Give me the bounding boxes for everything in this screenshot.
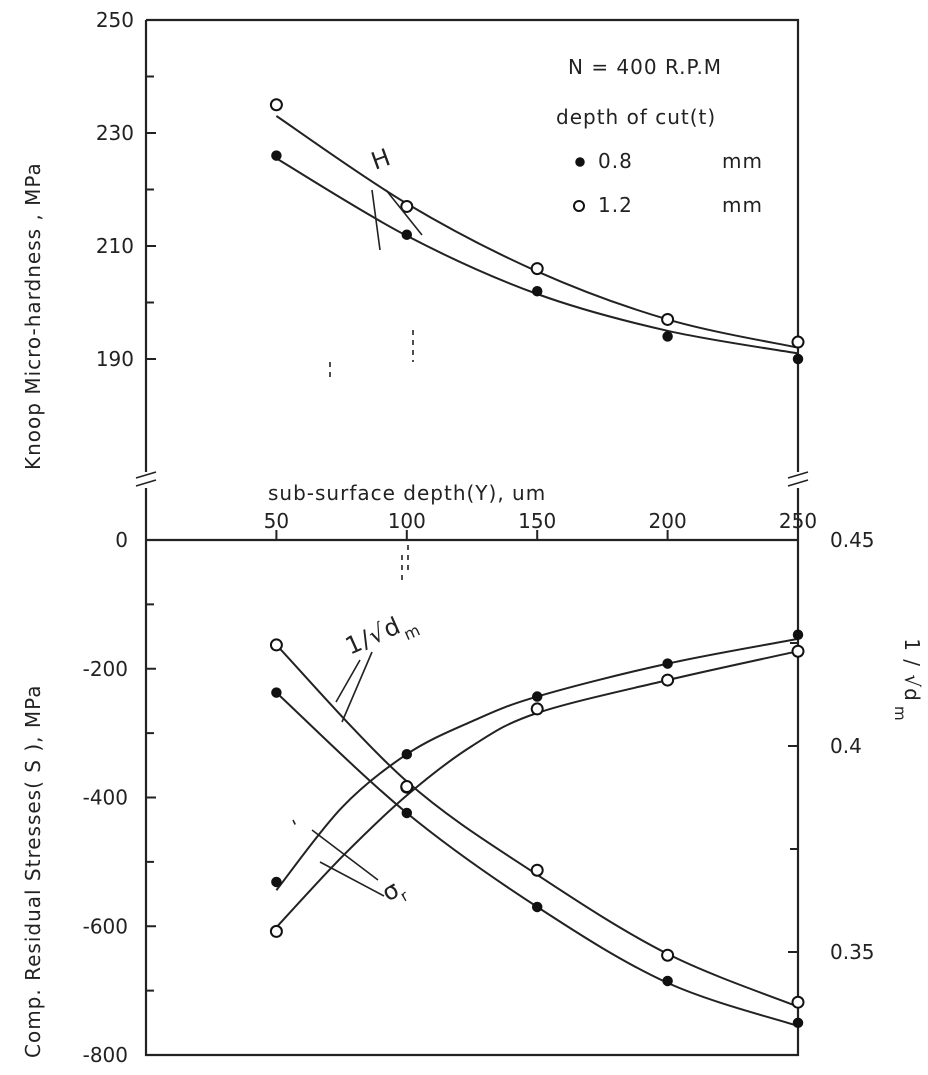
legend-marker-filled: [575, 157, 585, 167]
bottom-y-tick-label: -800: [83, 1043, 128, 1067]
stress-open-point: [661, 948, 675, 962]
right-y-axis-title: 1 / √d m: [891, 638, 924, 721]
bottom-y-tick-label: -200: [83, 657, 128, 681]
bottom-y-axis-title: Comp. Residual Stresses( S ), MPa: [21, 684, 45, 1058]
legend-entry-1-value: 0.8: [598, 149, 633, 173]
annotation-dm-sub: m: [401, 620, 424, 644]
hardness-open-point: [791, 335, 805, 349]
stress-filled-point: [401, 807, 413, 819]
top-y-tick-label: 210: [96, 234, 134, 258]
annotation-sigma-leader: [311, 829, 385, 897]
stress-open-point: [530, 863, 544, 877]
annotation-h-leader: [371, 189, 423, 251]
annotation-dm-leader: [335, 651, 373, 723]
hardness-filled-point: [271, 150, 282, 161]
bottom-y-tick-label: 0: [115, 528, 128, 552]
x-axis-title: sub-surface depth(Y), um: [268, 481, 546, 505]
legend-title-line-2: depth of cut(t): [556, 105, 716, 129]
left-axis-break: [135, 471, 157, 487]
top-y-axis-title: Knoop Micro-hardness , MPa: [21, 162, 45, 470]
stress-filled-point: [531, 901, 543, 913]
x-tick-label: 150: [518, 509, 556, 533]
bottom-y-tick-label: -600: [83, 914, 128, 938]
hardness-curve: [275, 157, 799, 355]
hardness-open-point: [530, 262, 544, 276]
stress-filled-point: [271, 687, 282, 698]
hardness-curve: [275, 115, 799, 349]
dm-open-point: [791, 644, 805, 658]
x-tick-label: 250: [779, 509, 817, 533]
annotation-h-label: H: [367, 143, 394, 176]
x-tick-label: 200: [649, 509, 687, 533]
legend: N = 400 R.P.M depth of cut(t) 0.8 mm 1.2…: [556, 55, 763, 217]
curves: [275, 115, 799, 1027]
bottom-y-tick-label: -400: [83, 786, 128, 810]
axis-ticks: [146, 19, 799, 1056]
dm-filled-point: [531, 691, 543, 702]
top-panel-frame: [144, 18, 800, 472]
guide-marks: [292, 330, 414, 827]
hardness-filled-point: [531, 285, 543, 297]
annotation-dm-label: 1/√d: [341, 611, 405, 660]
right-y-tick-label: 0.4: [830, 734, 862, 758]
dm-filled-point: [662, 658, 673, 669]
dm-open-point: [661, 673, 675, 687]
annotation-dm: 1/√d m: [335, 611, 424, 723]
dm-filled-point: [792, 629, 804, 641]
top-y-tick-label: 190: [96, 347, 134, 371]
dm-open-point: [269, 924, 283, 938]
legend-entry-1-unit: mm: [722, 149, 763, 173]
dm-curve: [275, 637, 799, 891]
stress-open-point: [791, 995, 805, 1009]
dm-open-point: [530, 702, 544, 716]
data-points: [269, 98, 805, 1029]
hardness-filled-point: [792, 353, 804, 365]
hardness-open-point: [400, 199, 414, 213]
right-y-axis-title-main: 1 / √d: [900, 638, 924, 702]
legend-title-line-1: N = 400 R.P.M: [568, 55, 722, 79]
stress-filled-point: [662, 975, 673, 987]
bottom-panel-frame: [144, 488, 800, 1057]
dm-filled-point: [401, 748, 413, 760]
x-tick-label: 100: [388, 509, 426, 533]
top-y-tick-label: 230: [96, 121, 134, 145]
stress-open-point: [269, 638, 283, 652]
stress-open-point: [400, 780, 414, 794]
top-y-tick-label: 250: [96, 8, 134, 32]
legend-entry-2-unit: mm: [722, 193, 763, 217]
right-y-axis-title-sub: m: [891, 706, 909, 722]
stress-filled-point: [792, 1017, 804, 1029]
legend-marker-open: [573, 200, 585, 212]
tick-labels: 190 210 230 250 0 -200 -400 -600 -800 0.45 0.4 0.35…: [83, 8, 875, 1067]
dm-filled-point: [271, 876, 282, 888]
right-y-tick-label: 0.45: [830, 528, 875, 552]
hardness-filled-point: [662, 331, 673, 342]
hardness-open-point: [661, 312, 675, 326]
hardness-filled-point: [401, 229, 413, 240]
right-y-tick-label: 0.35: [830, 940, 875, 964]
right-axis-break: [787, 471, 809, 487]
x-tick-label: 50: [264, 509, 289, 533]
legend-entry-2-value: 1.2: [598, 193, 633, 217]
hardness-open-point: [269, 98, 283, 112]
